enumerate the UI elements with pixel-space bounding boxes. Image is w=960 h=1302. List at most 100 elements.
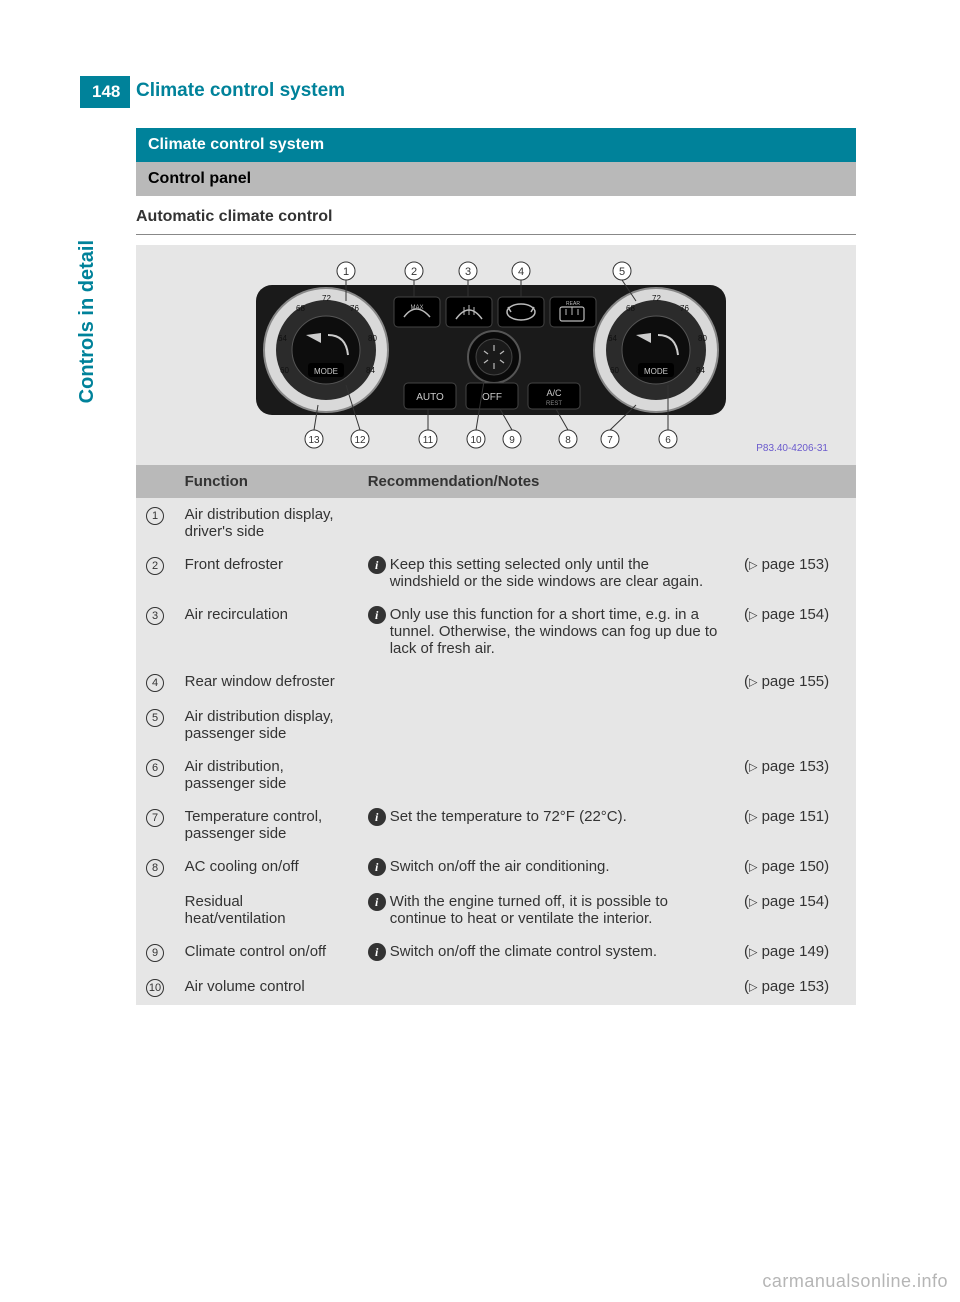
- svg-text:11: 11: [423, 435, 434, 446]
- section-heading: Climate control system: [136, 128, 856, 162]
- svg-text:84: 84: [696, 366, 705, 375]
- svg-text:13: 13: [308, 435, 320, 446]
- row-page-ref: (▷ page 150): [734, 850, 856, 885]
- row-page-ref: [734, 700, 856, 750]
- subsection-heading: Control panel: [136, 162, 856, 196]
- table-row: 9Climate control on/offiSwitch on/off th…: [136, 935, 856, 970]
- note-text: With the engine turned off, it is possib…: [390, 893, 718, 927]
- row-function: Temperature control, passenger side: [175, 800, 358, 850]
- circled-number-icon: 2: [146, 557, 164, 575]
- triangle-icon: ▷: [749, 947, 757, 959]
- row-notes: iKeep this setting selected only until t…: [358, 548, 734, 598]
- note-text: Switch on/off the climate control system…: [390, 943, 718, 960]
- row-page-ref: (▷ page 153): [734, 750, 856, 800]
- row-page-ref: (▷ page 151): [734, 800, 856, 850]
- svg-text:MODE: MODE: [644, 367, 668, 376]
- triangle-icon: ▷: [749, 812, 757, 824]
- side-tab-label: Controls in detail: [76, 240, 99, 403]
- row-page-ref: (▷ page 155): [734, 665, 856, 700]
- svg-text:3: 3: [465, 266, 471, 278]
- table-row: 4Rear window defroster(▷ page 155): [136, 665, 856, 700]
- row-index: [136, 885, 175, 935]
- triangle-icon: ▷: [749, 677, 757, 689]
- row-notes: iSet the temperature to 72°F (22°C).: [358, 800, 734, 850]
- row-index: 5: [136, 700, 175, 750]
- svg-text:72: 72: [322, 294, 331, 303]
- climate-panel-svg: MODE 60 64 68 72 76 80 84 MODE 60 64: [156, 255, 836, 455]
- h3-heading: Automatic climate control: [136, 196, 856, 235]
- row-function: Air distribution display, passenger side: [175, 700, 358, 750]
- watermark: carmanualsonline.info: [762, 1271, 948, 1292]
- content-area: Climate control system Control panel Aut…: [136, 128, 856, 1005]
- row-page-ref: [734, 498, 856, 548]
- note-text: Only use this function for a short time,…: [390, 606, 718, 657]
- table-row: Residual heat/ventilationiWith the engin…: [136, 885, 856, 935]
- svg-text:64: 64: [278, 334, 287, 343]
- svg-text:68: 68: [626, 304, 635, 313]
- info-icon: i: [368, 943, 386, 961]
- table-row: 6Air distribution, passenger side(▷ page…: [136, 750, 856, 800]
- info-icon: i: [368, 808, 386, 826]
- triangle-icon: ▷: [749, 610, 757, 622]
- row-page-ref: (▷ page 153): [734, 970, 856, 1005]
- circled-number-icon: 1: [146, 507, 164, 525]
- right-dial-icon: MODE 60 64 68 72 76 80 84: [594, 288, 718, 412]
- row-function: Air recirculation: [175, 598, 358, 665]
- th-function: Function: [175, 465, 358, 498]
- row-notes: [358, 750, 734, 800]
- page-number-tab: 148: [80, 76, 130, 108]
- info-icon: i: [368, 893, 386, 911]
- triangle-icon: ▷: [749, 560, 757, 572]
- svg-text:MODE: MODE: [314, 367, 338, 376]
- info-icon: i: [368, 606, 386, 624]
- svg-text:80: 80: [698, 334, 707, 343]
- svg-text:REST: REST: [546, 401, 562, 407]
- svg-text:6: 6: [665, 435, 671, 446]
- row-function: Front defroster: [175, 548, 358, 598]
- row-index: 7: [136, 800, 175, 850]
- circled-number-icon: 7: [146, 809, 164, 827]
- note-text: Set the temperature to 72°F (22°C).: [390, 808, 718, 825]
- triangle-icon: ▷: [749, 862, 757, 874]
- row-notes: [358, 498, 734, 548]
- circled-number-icon: 10: [146, 979, 164, 997]
- note-text: Switch on/off the air conditioning.: [390, 858, 718, 875]
- svg-text:72: 72: [652, 294, 661, 303]
- row-index: 8: [136, 850, 175, 885]
- row-page-ref: (▷ page 149): [734, 935, 856, 970]
- row-index: 3: [136, 598, 175, 665]
- table-header-row: Function Recommendation/Notes: [136, 465, 856, 498]
- svg-text:60: 60: [280, 366, 289, 375]
- svg-text:80: 80: [368, 334, 377, 343]
- row-notes: iWith the engine turned off, it is possi…: [358, 885, 734, 935]
- row-notes: iSwitch on/off the air conditioning.: [358, 850, 734, 885]
- triangle-icon: ▷: [749, 982, 757, 994]
- th-notes: Recommendation/Notes: [358, 465, 734, 498]
- row-notes: [358, 970, 734, 1005]
- circled-number-icon: 6: [146, 759, 164, 777]
- info-icon: i: [368, 858, 386, 876]
- svg-text:9: 9: [509, 435, 515, 446]
- row-notes: [358, 665, 734, 700]
- svg-text:64: 64: [608, 334, 617, 343]
- table-row: 3Air recirculation iOnly use this functio…: [136, 598, 856, 665]
- row-index: 9: [136, 935, 175, 970]
- svg-text:2: 2: [411, 266, 417, 278]
- svg-text:10: 10: [470, 435, 482, 446]
- triangle-icon: ▷: [749, 897, 757, 909]
- svg-text:1: 1: [343, 266, 349, 278]
- row-function: Air volume control: [175, 970, 358, 1005]
- circled-number-icon: 4: [146, 674, 164, 692]
- left-dial-icon: MODE 60 64 68 72 76 80 84: [264, 288, 388, 412]
- svg-text:76: 76: [350, 304, 359, 313]
- row-index: 1: [136, 498, 175, 548]
- svg-text:A/C: A/C: [546, 388, 562, 398]
- svg-text:68: 68: [296, 304, 305, 313]
- row-function: Residual heat/ventilation: [175, 885, 358, 935]
- row-page-ref: (▷ page 154): [734, 598, 856, 665]
- svg-text:8: 8: [565, 435, 571, 446]
- table-row: 7Temperature control, passenger sideiSet…: [136, 800, 856, 850]
- svg-text:7: 7: [607, 435, 613, 446]
- note-text: Keep this setting selected only until th…: [390, 556, 718, 590]
- svg-text:76: 76: [680, 304, 689, 313]
